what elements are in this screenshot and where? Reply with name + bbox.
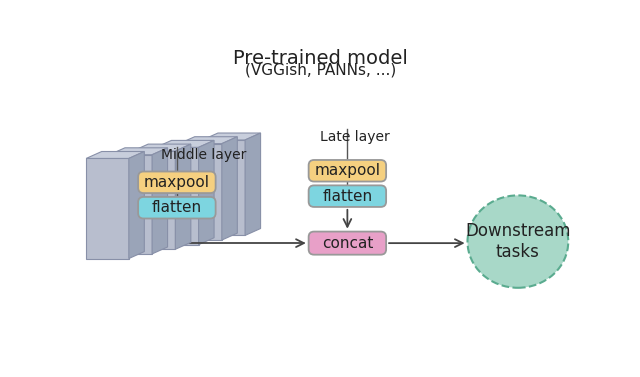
Polygon shape xyxy=(156,147,198,245)
Polygon shape xyxy=(109,155,152,254)
Polygon shape xyxy=(132,151,175,249)
Text: Pre-trained model: Pre-trained model xyxy=(233,49,408,68)
Text: maxpool: maxpool xyxy=(144,175,210,190)
Polygon shape xyxy=(179,137,237,144)
Polygon shape xyxy=(109,148,168,155)
Polygon shape xyxy=(86,158,129,259)
Polygon shape xyxy=(222,137,237,240)
Text: concat: concat xyxy=(322,236,373,251)
Text: Downstream
tasks: Downstream tasks xyxy=(465,222,571,261)
Polygon shape xyxy=(129,152,145,259)
Polygon shape xyxy=(86,152,145,158)
FancyBboxPatch shape xyxy=(308,231,386,255)
Polygon shape xyxy=(179,144,222,240)
Polygon shape xyxy=(152,148,168,254)
Text: Middle layer: Middle layer xyxy=(161,147,247,162)
Polygon shape xyxy=(202,140,245,235)
Polygon shape xyxy=(202,133,260,140)
Text: Late layer: Late layer xyxy=(320,130,390,144)
Text: flatten: flatten xyxy=(323,188,372,204)
Text: flatten: flatten xyxy=(152,200,202,215)
Polygon shape xyxy=(175,144,191,249)
Polygon shape xyxy=(156,140,214,147)
Polygon shape xyxy=(198,140,214,245)
Ellipse shape xyxy=(467,195,568,288)
FancyBboxPatch shape xyxy=(138,197,216,219)
Polygon shape xyxy=(132,144,191,151)
Text: (VGGish, PANNs, ...): (VGGish, PANNs, ...) xyxy=(244,62,396,77)
Text: maxpool: maxpool xyxy=(314,163,380,178)
Polygon shape xyxy=(245,133,260,235)
FancyBboxPatch shape xyxy=(138,172,216,193)
FancyBboxPatch shape xyxy=(308,160,386,182)
FancyBboxPatch shape xyxy=(308,185,386,207)
